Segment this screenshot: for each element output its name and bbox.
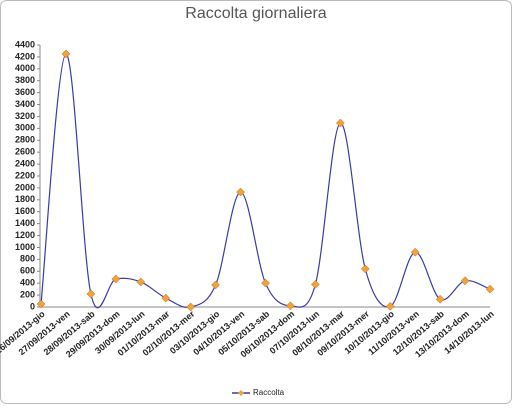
y-tick-label: 1800 (15, 194, 35, 204)
data-marker (186, 302, 196, 312)
y-tick-label: 1200 (15, 230, 35, 240)
legend-marker (238, 390, 244, 396)
data-marker (286, 301, 295, 311)
y-tick-label: 4400 (15, 39, 35, 49)
data-marker (61, 49, 71, 59)
y-tick-label: 1600 (15, 206, 35, 216)
y-tick-label: 3200 (15, 111, 35, 121)
y-tick-label: 1400 (15, 218, 35, 228)
data-marker (261, 278, 270, 288)
y-tick-label: 1000 (15, 242, 35, 252)
data-marker (36, 299, 46, 309)
data-marker (86, 289, 96, 299)
data-marker (211, 280, 220, 290)
data-marker (435, 294, 445, 304)
y-tick-label: 3600 (15, 87, 35, 97)
y-tick-label: 4000 (15, 63, 35, 73)
data-marker (460, 276, 470, 286)
y-tick-label: 2800 (15, 135, 35, 145)
data-marker (335, 118, 345, 128)
y-tick-label: 3800 (15, 75, 35, 85)
y-tick-label: 2400 (15, 158, 35, 168)
data-marker (136, 277, 146, 287)
data-marker (311, 280, 320, 289)
y-tick-label: 0 (30, 301, 35, 311)
y-tick-label: 200 (20, 289, 35, 299)
y-tick-label: 2000 (15, 182, 35, 192)
y-tick-label: 2200 (15, 170, 35, 180)
data-marker (385, 302, 395, 311)
data-marker (161, 293, 171, 303)
data-marker (111, 274, 121, 284)
legend-label: Raccolta (253, 388, 285, 397)
y-tick-label: 800 (20, 254, 35, 264)
y-tick-label: 4200 (15, 51, 35, 61)
y-tick-label: 600 (20, 266, 35, 276)
data-marker (485, 284, 495, 294)
y-tick-label: 2600 (15, 147, 35, 157)
y-tick-label: 3400 (15, 99, 35, 109)
data-marker (236, 187, 245, 197)
data-marker (410, 247, 420, 257)
y-tick-label: 3000 (15, 123, 35, 133)
chart-title: Raccolta giornaliera (185, 5, 327, 22)
data-marker (360, 264, 370, 274)
y-tick-label: 400 (20, 278, 35, 288)
